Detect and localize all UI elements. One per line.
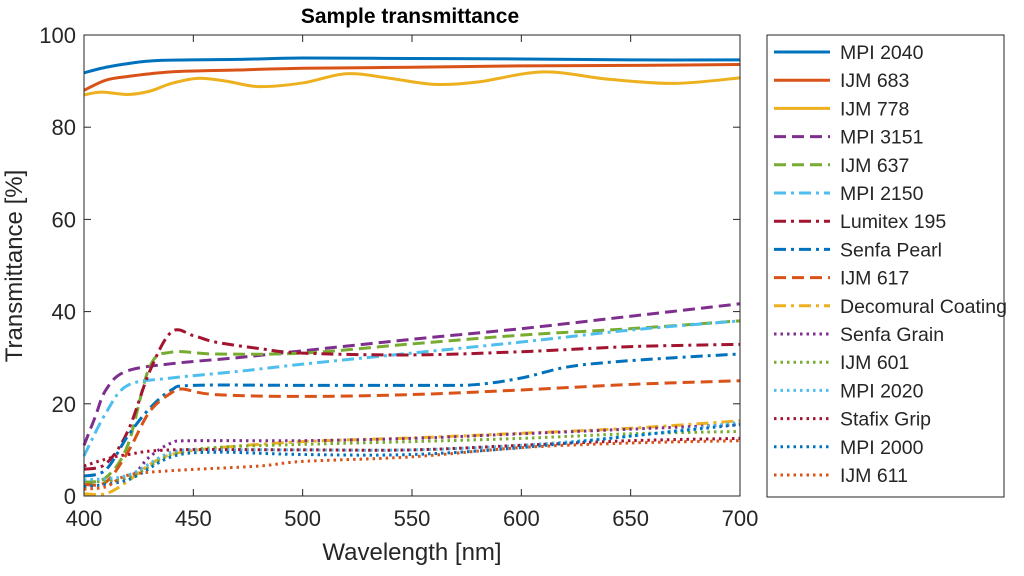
series-line-ijm-611 xyxy=(83,439,741,491)
legend: MPI 2040 IJM 683 IJM 778 MPI 3151 IJM 637 MPI… xyxy=(766,34,1007,498)
series-line-lumitex-195 xyxy=(83,328,741,471)
legend-entry-label: MPI 2020 xyxy=(840,380,924,402)
plot-area-frame xyxy=(83,34,741,497)
chart-title: Sample transmittance xyxy=(301,5,519,28)
legend-entry-label: MPI 2040 xyxy=(840,42,924,64)
legend-entry-label: IJM 778 xyxy=(840,98,909,120)
legend-entry-label: Lumitex 195 xyxy=(840,211,946,233)
legend-entry-label: IJM 601 xyxy=(840,352,909,374)
y-tick-label: 100 xyxy=(39,23,76,48)
legend-entry-label: Senfa Pearl xyxy=(840,239,942,261)
series-line-mpi-2020 xyxy=(83,420,741,482)
legend-entry-label: IJM 611 xyxy=(840,465,908,487)
series-line-ijm-683 xyxy=(83,63,741,92)
series-line-ijm-778 xyxy=(83,70,741,97)
legend-entry-label: Decomural Coating xyxy=(840,296,1007,318)
legend-entry-label: MPI 2150 xyxy=(840,183,924,205)
legend-entry-label: IJM 683 xyxy=(840,70,909,92)
y-tick-label: 20 xyxy=(52,392,76,417)
x-tick-label: 550 xyxy=(394,506,431,531)
y-tick-label: 0 xyxy=(64,484,76,509)
series-line-ijm-637 xyxy=(83,319,741,484)
series-line-mpi-2000 xyxy=(83,423,741,489)
x-axis-label: Wavelength [nm] xyxy=(322,539,501,566)
y-tick-label: 40 xyxy=(52,300,76,325)
series-line-mpi-3151 xyxy=(82,302,741,446)
x-tick-label: 700 xyxy=(722,506,759,531)
axis-ticks: 400 450 500 550 600 650 700 0 20 40 60 80 100 xyxy=(39,23,758,531)
legend-entry-label: IJM 637 xyxy=(840,155,909,177)
x-tick-label: 450 xyxy=(175,506,212,531)
series-line-decomural-coating xyxy=(83,419,741,497)
x-tick-label: 650 xyxy=(612,506,649,531)
y-tick-label: 80 xyxy=(52,115,76,140)
legend-entry-label: Stafix Grip xyxy=(840,409,931,431)
x-tick-label: 600 xyxy=(503,506,540,531)
x-tick-label: 400 xyxy=(66,506,103,531)
y-axis-label: Transmittance [%] xyxy=(1,170,28,363)
legend-entry-label: IJM 617 xyxy=(840,268,909,290)
x-tick-label: 500 xyxy=(284,506,321,531)
series-line-stafix-grip xyxy=(83,436,741,468)
legend-entry-label: Senfa Grain xyxy=(840,324,944,346)
series-line-mpi-2150 xyxy=(82,319,741,457)
y-tick-label: 60 xyxy=(52,207,76,232)
series-line-mpi-2040 xyxy=(83,56,741,75)
series-line-ijm-601 xyxy=(83,429,741,484)
series-layer xyxy=(82,56,741,497)
legend-entry-label: MPI 3151 xyxy=(840,127,923,149)
legend-entry-label: MPI 2000 xyxy=(840,437,924,459)
series-line-ijm-617 xyxy=(83,379,741,487)
